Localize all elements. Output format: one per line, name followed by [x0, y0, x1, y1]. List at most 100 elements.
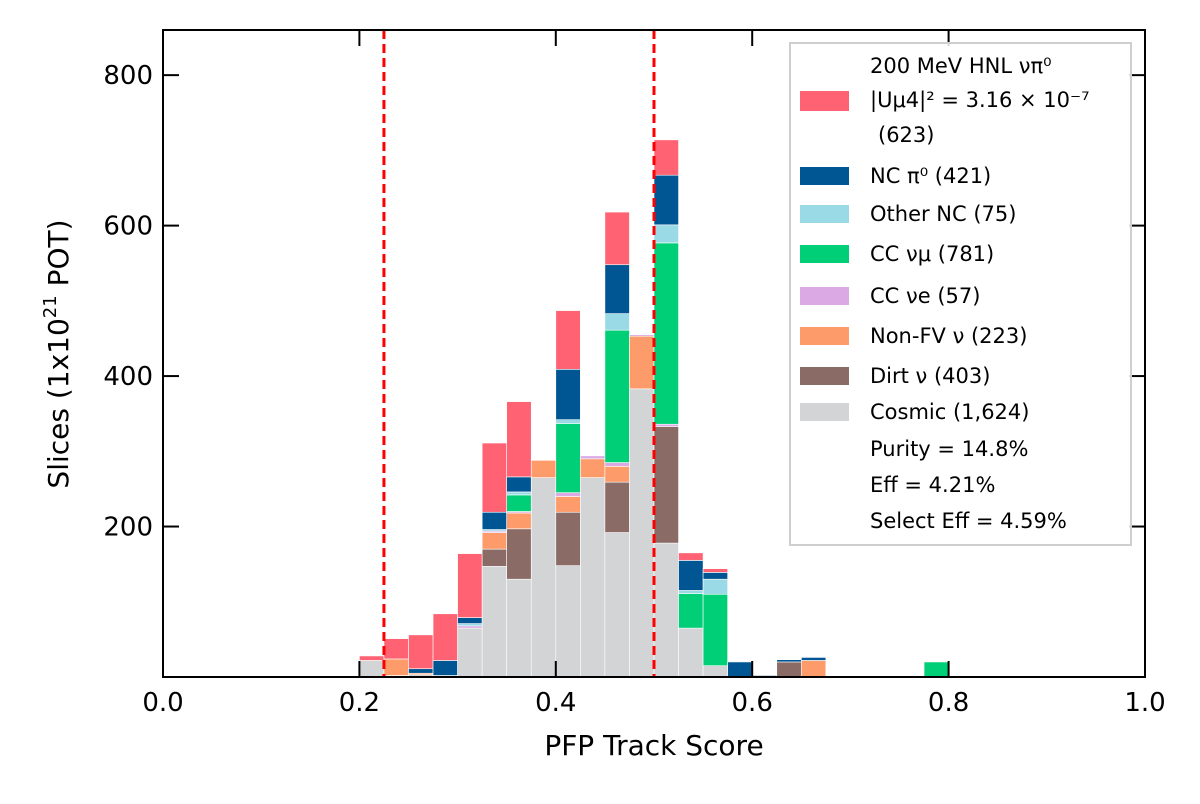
legend-swatch-ncpi0	[800, 167, 849, 185]
bar-dirt-bin-10	[604, 481, 630, 533]
bar-nonfv-bin-6	[506, 512, 532, 530]
bar-ncpi0-bin-10	[604, 264, 630, 314]
y-axis-label-exponent: 21	[40, 295, 61, 318]
legend-label-othernc: Other NC (75)	[870, 202, 1016, 226]
legend-swatch-cosmic	[800, 403, 849, 421]
bar-ncpi0-bin-6	[506, 476, 532, 493]
bar-ccnumu-bin-14	[702, 593, 728, 667]
x-tick-label-2: 0.4	[535, 688, 576, 718]
bar-ccnumu-bin-6	[506, 494, 532, 512]
bar-hnl-bin-5	[481, 442, 507, 513]
bar-cosmic-bin-10	[604, 532, 630, 678]
x-axis-label: PFP Track Score	[544, 729, 763, 762]
y-tick-label-2: 600	[103, 212, 153, 242]
legend-label-ncpi0: NC π⁰ (421)	[870, 164, 991, 188]
legend-swatch-dirt	[800, 367, 849, 385]
legend-swatch-ccnue	[800, 287, 849, 305]
bar-nonfv-bin-9	[580, 458, 606, 478]
bar-ncpi0-bin-14	[702, 572, 728, 580]
bar-nonfv-bin-8	[555, 496, 581, 513]
bar-cosmic-bin-13	[678, 627, 704, 678]
bar-nonfv-bin-7	[530, 460, 557, 478]
bar-cosmic-bin-6	[506, 578, 532, 678]
legend-swatch-hnl	[800, 91, 849, 111]
bar-ncpi0-bin-17	[776, 659, 802, 663]
bar-ncpi0-bin-18	[800, 657, 827, 661]
y-axis-label-base: Slices (1x10	[42, 318, 75, 488]
bar-nonfv-bin-5	[481, 532, 507, 550]
bar-dirt-bin-8	[555, 511, 581, 566]
x-tick-label-5: 1.0	[1124, 688, 1165, 718]
legend-label-dirt: Dirt ν (403)	[870, 364, 990, 388]
bar-nonfv-bin-1	[383, 658, 409, 676]
ticks-layer: 0.0 0.2 0.4 0.6 0.8 1.0 200 400 600 800	[103, 30, 1166, 718]
bar-ccnue-bin-8	[555, 492, 581, 497]
legend-label-hnl-line3: (623)	[878, 123, 934, 147]
legend-label-ccnumu: CC νμ (781)	[870, 242, 994, 266]
legend-label-ccnue: CC νe (57)	[870, 284, 980, 308]
bar-othernc-bin-4	[457, 623, 483, 627]
x-tick-label-3: 0.6	[732, 688, 773, 718]
bar-othernc-bin-12	[653, 224, 679, 244]
legend-swatch-othernc	[800, 205, 849, 223]
legend-purity: Purity = 14.8%	[870, 437, 1028, 461]
bar-hnl-bin-10	[604, 211, 630, 266]
bar-ccnumu-bin-13	[678, 593, 704, 629]
bar-ccnumu-bin-12	[653, 242, 679, 425]
legend-label-hnl-line1: 200 MeV HNL νπ⁰	[870, 54, 1052, 78]
legend-swatch-nonfv	[800, 327, 849, 345]
legend-label-cosmic: Cosmic (1,624)	[870, 400, 1029, 424]
bar-ccnumu-bin-10	[604, 329, 630, 463]
legend-label-nonfv: Non-FV ν (223)	[870, 324, 1027, 348]
cut-lines-layer	[382, 30, 656, 677]
bar-ccnumu-bin-23	[923, 661, 949, 678]
bar-nonfv-bin-10	[604, 466, 630, 483]
bar-ncpi0-bin-13	[678, 560, 704, 591]
y-axis-label-rest: POT)	[42, 219, 75, 295]
bar-ccnue-bin-12	[653, 423, 679, 427]
bar-hnl-bin-3	[432, 613, 458, 661]
bar-hnl-bin-4	[457, 553, 483, 618]
bar-cosmic-bin-8	[555, 565, 581, 678]
x-tick-label-1: 0.2	[339, 688, 380, 718]
bar-cosmic-bin-4	[457, 627, 483, 678]
bar-othernc-bin-14	[702, 578, 728, 595]
bar-othernc-bin-10	[604, 313, 630, 331]
y-tick-label-1: 400	[103, 362, 153, 392]
bar-cosmic-bin-5	[481, 566, 507, 678]
bar-othernc-bin-13	[678, 590, 704, 594]
y-tick-label-0: 200	[103, 513, 153, 543]
bar-dirt-bin-6	[506, 528, 532, 580]
bar-hnl-bin-2	[408, 634, 434, 670]
bar-hnl-bin-12	[653, 139, 679, 176]
bar-ncpi0-bin-8	[555, 368, 581, 421]
bar-hnl-bin-6	[506, 401, 532, 478]
bar-cosmic-bin-7	[530, 477, 557, 678]
bar-cosmic-bin-14	[702, 665, 728, 678]
bar-ccnue-bin-4	[457, 625, 483, 629]
bar-dirt-bin-17	[776, 661, 802, 678]
bar-nonfv-bin-11	[629, 335, 655, 390]
bar-cosmic-bin-11	[629, 388, 655, 678]
bar-hnl-bin-1	[383, 638, 409, 660]
legend-label-hnl-line2: |Uμ4|² = 3.16 × 10⁻⁷	[870, 88, 1090, 113]
x-tick-label-0: 0.0	[142, 688, 183, 718]
bar-ncpi0-bin-2	[408, 668, 434, 674]
bar-othernc-bin-8	[555, 419, 581, 424]
bar-ccnumu-bin-8	[555, 423, 581, 493]
bar-ncpi0-bin-3	[432, 660, 458, 676]
bar-ncpi0-bin-15	[727, 661, 753, 678]
bar-hnl-bin-13	[678, 552, 704, 561]
legend-swatch-ccnumu	[800, 245, 849, 263]
bar-hnl-bin-8	[555, 310, 581, 370]
bar-othernc-bin-6	[506, 491, 532, 496]
bar-cosmic-bin-9	[580, 477, 606, 678]
x-tick-label-4: 0.8	[928, 688, 969, 718]
bar-ccnue-bin-10	[604, 462, 630, 467]
bar-cosmic-bin-12	[653, 542, 679, 678]
y-axis-label: Slices (1x1021 POT)	[40, 219, 75, 488]
bar-ncpi0-bin-4	[457, 617, 483, 624]
bar-ccnue-bin-11	[629, 334, 655, 337]
legend: 200 MeV HNL νπ⁰ |Uμ4|² = 3.16 × 10⁻⁷ (62…	[789, 42, 1132, 546]
